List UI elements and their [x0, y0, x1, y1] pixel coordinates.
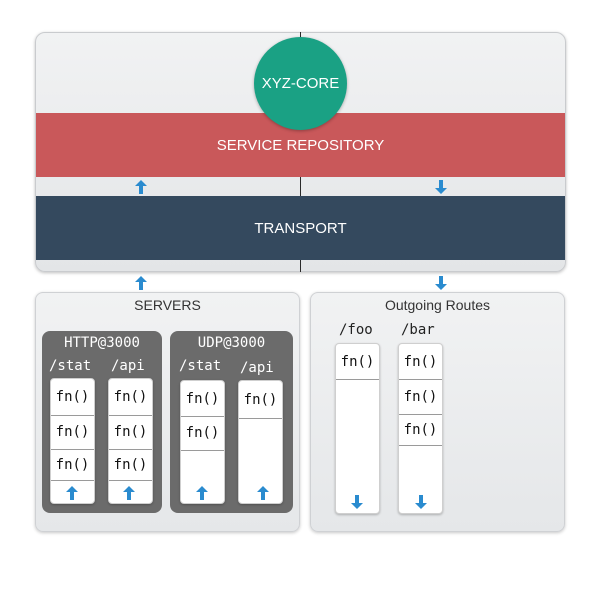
arrow-up-icon: [135, 276, 147, 290]
service-repository-label: SERVICE REPOSITORY: [216, 136, 385, 154]
arrow-up-icon: [257, 486, 269, 500]
handler-column: fn() fn(): [180, 380, 225, 504]
handler-fn[interactable]: fn(): [399, 414, 442, 446]
arrow-down-icon: [435, 180, 447, 194]
arrow-down-icon: [351, 495, 363, 509]
arrow-up-icon: [196, 486, 208, 500]
route-label: /api: [111, 358, 145, 374]
handler-fn[interactable]: fn(): [109, 449, 152, 481]
route-label: /stat: [49, 358, 92, 374]
route-label: /foo: [339, 322, 373, 338]
arrow-up-icon: [135, 180, 147, 194]
route-label: /stat: [179, 358, 222, 374]
handler-fn[interactable]: fn(): [51, 379, 94, 416]
handler-column: fn() fn() fn(): [108, 378, 153, 504]
xyz-core-label: XYZ-CORE: [261, 75, 340, 92]
transport-label: TRANSPORT: [254, 219, 347, 237]
handler-column: fn() fn() fn(): [50, 378, 95, 504]
http-server-title: HTTP@3000: [64, 335, 140, 351]
arrow-up-icon: [66, 486, 78, 500]
handler-column: fn(): [238, 380, 283, 504]
handler-fn[interactable]: fn(): [51, 449, 94, 481]
handler-fn[interactable]: fn(): [51, 415, 94, 450]
udp-server-title: UDP@3000: [197, 335, 266, 351]
route-label: /api: [240, 360, 274, 376]
handler-column: fn() fn() fn(): [398, 343, 443, 514]
handler-fn[interactable]: fn(): [181, 381, 224, 417]
handler-fn[interactable]: fn(): [399, 379, 442, 415]
arrow-down-icon: [415, 495, 427, 509]
route-label: /bar: [401, 322, 435, 338]
xyz-core-node: XYZ-CORE: [254, 37, 347, 130]
handler-fn[interactable]: fn(): [399, 344, 442, 380]
arrow-up-icon: [123, 486, 135, 500]
handler-fn[interactable]: fn(): [336, 344, 379, 380]
transport-band: TRANSPORT: [36, 196, 565, 260]
outgoing-routes-title: Outgoing Routes: [384, 297, 491, 313]
handler-fn[interactable]: fn(): [181, 416, 224, 451]
handler-fn[interactable]: fn(): [239, 381, 282, 419]
arrow-down-icon: [435, 276, 447, 290]
handler-fn[interactable]: fn(): [109, 379, 152, 416]
handler-column: fn(): [335, 343, 380, 514]
servers-title: SERVERS: [134, 297, 201, 313]
handler-fn[interactable]: fn(): [109, 415, 152, 450]
